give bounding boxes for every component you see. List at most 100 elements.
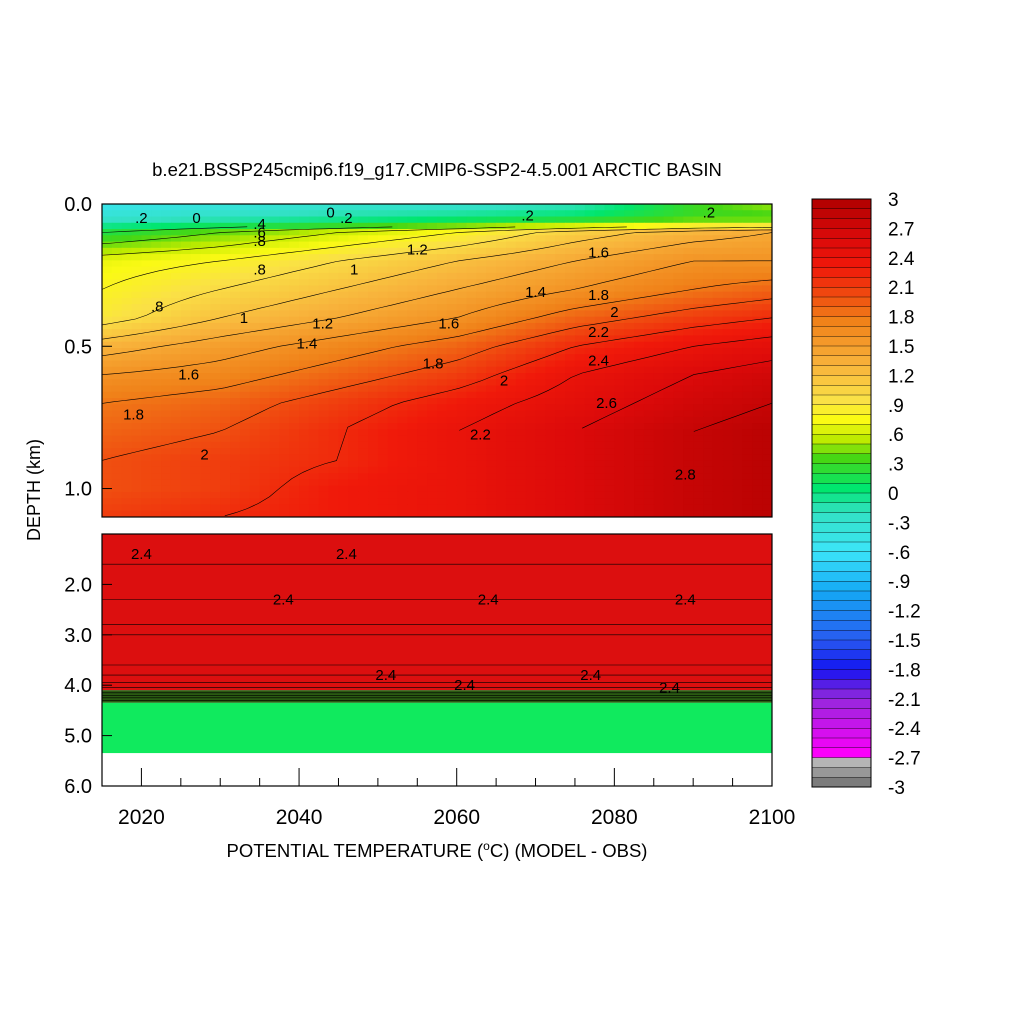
field-cell: [210, 297, 221, 305]
colorbar-box: [811, 747, 872, 759]
field-cell: [397, 335, 409, 343]
field-cell: [446, 285, 458, 293]
field-cell: [466, 247, 478, 255]
field-cell: [515, 222, 527, 230]
field-cell: [200, 316, 211, 324]
field-cell: [417, 510, 428, 517]
field-cell: [427, 235, 438, 243]
field-cell: [338, 391, 349, 399]
field-cell: [170, 391, 182, 399]
field-cell: [328, 410, 340, 418]
field-cell: [220, 354, 231, 362]
field-cell: [515, 266, 527, 274]
field-cell: [496, 441, 507, 449]
y-tick-label: 6.0: [64, 776, 92, 798]
field-cell: [220, 222, 231, 230]
field-cell: [220, 379, 231, 387]
field-cell: [614, 222, 625, 230]
field-cell: [141, 460, 152, 468]
field-cell: [594, 498, 606, 506]
field-cell: [318, 279, 330, 286]
field-cell: [279, 398, 290, 405]
field-cell: [141, 254, 152, 261]
field-cell: [437, 366, 448, 374]
field-cell: [525, 510, 537, 517]
field-cell: [712, 316, 724, 324]
field-cell: [131, 335, 143, 343]
contour-line: [102, 298, 772, 461]
field-cell: [634, 335, 645, 343]
field-cell: [565, 385, 576, 393]
field-cell: [624, 391, 635, 399]
contour-label: .2: [135, 210, 148, 227]
field-cell: [121, 322, 133, 330]
field-cell: [476, 285, 487, 293]
field-cell: [732, 310, 744, 318]
field-cell: [318, 479, 330, 487]
field-cell: [683, 222, 694, 230]
field-cell: [368, 498, 379, 506]
field-cell: [417, 479, 428, 487]
field-cell: [121, 235, 133, 243]
field-cell: [634, 391, 645, 399]
field-cell: [762, 366, 772, 374]
field-cell: [151, 485, 162, 493]
colorbar-box: [811, 718, 872, 729]
field-cell: [161, 297, 172, 305]
field-cell: [545, 391, 556, 399]
field-cell: [407, 373, 418, 380]
field-cell: [437, 222, 448, 230]
field-cell: [348, 491, 359, 499]
field-cell: [653, 373, 665, 380]
field-cell: [496, 347, 507, 355]
field-cell: [131, 329, 143, 337]
field-cell: [466, 504, 478, 512]
field-cell: [565, 210, 576, 218]
field-cell: [141, 347, 152, 355]
contour-label: 1.2: [312, 316, 333, 333]
colorbar-label: -2.4: [888, 719, 921, 740]
field-cell: [170, 410, 182, 418]
field-cell: [180, 341, 192, 349]
field-cell: [505, 466, 517, 474]
field-cell: [210, 404, 221, 412]
field-cell: [141, 316, 152, 324]
field-cell: [574, 410, 586, 418]
field-cell: [584, 429, 596, 437]
field-cell: [170, 241, 182, 249]
field-cell: [683, 241, 694, 249]
field-cell: [328, 341, 340, 349]
field-cell: [318, 441, 330, 449]
field-cell: [170, 260, 182, 268]
field-cell: [437, 272, 448, 280]
field-cell: [397, 510, 409, 517]
field-cell: [486, 410, 497, 418]
field-cell: [328, 204, 340, 211]
field-cell: [663, 398, 675, 405]
field-cell: [496, 485, 507, 493]
field-cell: [703, 254, 714, 261]
field-cell: [338, 460, 349, 468]
field-cell: [358, 254, 369, 261]
field-cell: [663, 391, 675, 399]
field-cell: [368, 429, 379, 437]
field-cell: [476, 391, 487, 399]
field-cell: [525, 491, 537, 499]
field-cell: [161, 285, 172, 293]
contour-line: [102, 279, 772, 404]
field-cell: [259, 247, 271, 255]
field-cell: [230, 416, 241, 424]
field-cell: [496, 266, 507, 274]
field-cell: [210, 385, 221, 393]
field-cell: [200, 297, 211, 305]
field-cell: [230, 310, 241, 318]
field-cell: [328, 360, 340, 368]
field-cell: [308, 254, 320, 261]
field-cell: [348, 454, 359, 462]
field-cell: [565, 404, 576, 412]
field-cell: [200, 435, 211, 443]
field-cell: [486, 448, 497, 455]
field-cell: [624, 266, 635, 274]
field-cell: [752, 304, 763, 312]
field-cell: [437, 504, 448, 512]
